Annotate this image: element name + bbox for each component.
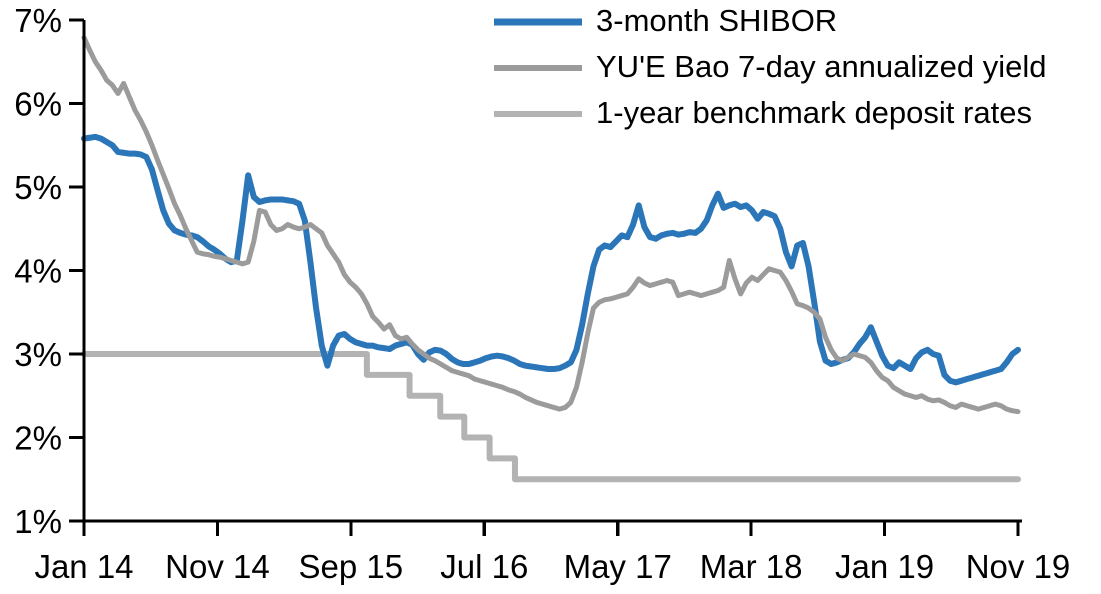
x-tick-label: Sep 15	[299, 548, 404, 585]
legend-label: 3-month SHIBOR	[596, 3, 837, 38]
x-tick-label: May 17	[564, 548, 672, 585]
legend-label: 1-year benchmark deposit rates	[596, 95, 1032, 130]
x-tick-label: Nov 14	[165, 548, 270, 585]
x-tick-label: Jan 19	[835, 548, 934, 585]
legend-item[interactable]: 1-year benchmark deposit rates	[494, 95, 1032, 130]
y-tick-label: 1%	[14, 503, 62, 540]
legend-item[interactable]: YU'E Bao 7-day annualized yield	[494, 49, 1047, 84]
legend-item[interactable]: 3-month SHIBOR	[494, 3, 837, 38]
y-axis-tick-labels: 1% 2% 3% 4% 5% 6% 7%	[14, 2, 62, 540]
x-tick-label: Jan 14	[34, 548, 133, 585]
series-layer	[81, 35, 1021, 483]
x-tick-label: Nov 19	[966, 548, 1071, 585]
y-tick-label: 2%	[14, 420, 62, 457]
y-tick-label: 6%	[14, 86, 62, 123]
y-tick-label: 3%	[14, 336, 62, 373]
legend: 3-month SHIBOR YU'E Bao 7-day annualized …	[494, 3, 1047, 130]
axis-layer	[69, 18, 1022, 536]
x-tick-label: Jul 16	[440, 548, 528, 585]
legend-label: YU'E Bao 7-day annualized yield	[596, 49, 1047, 84]
x-tick-label: Mar 18	[700, 548, 803, 585]
y-tick-label: 7%	[14, 2, 62, 39]
series-line-benchmark-deposit-rate	[81, 351, 1021, 483]
y-tick-label: 5%	[14, 169, 62, 206]
y-tick-label: 4%	[14, 253, 62, 290]
x-axis-tick-labels: Jan 14 Nov 14 Sep 15 Jul 16 May 17 Mar 18 Jan …	[34, 548, 1070, 585]
series-line-yue-bao	[81, 35, 1021, 415]
series-line-shibor	[81, 133, 1021, 386]
